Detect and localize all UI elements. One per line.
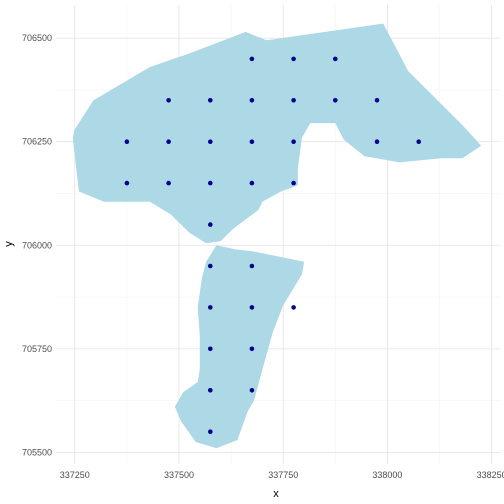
data-point (249, 263, 255, 269)
data-points (124, 56, 422, 435)
data-point (249, 305, 255, 310)
x-tick-label: 338000 (372, 470, 402, 480)
y-tick-label: 706250 (22, 137, 52, 147)
data-point (208, 388, 213, 393)
x-tick-label: 337750 (268, 470, 298, 480)
data-point (249, 139, 255, 144)
data-point (208, 98, 213, 103)
data-point (208, 222, 213, 227)
y-tick-label: 705500 (22, 447, 52, 457)
data-point (291, 305, 296, 310)
data-point (249, 98, 255, 103)
x-tick-label: 337500 (164, 470, 194, 480)
data-point (333, 56, 338, 62)
data-point (208, 305, 213, 310)
data-point (208, 429, 213, 435)
data-point (208, 263, 213, 269)
data-point (374, 98, 380, 103)
y-tick-label: 705750 (22, 344, 52, 354)
y-tick-label: 706000 (22, 240, 52, 250)
data-point (333, 98, 338, 103)
area-polygons (72, 23, 482, 449)
area-polygon-1 (72, 23, 482, 244)
data-point (124, 180, 130, 186)
data-point (166, 180, 171, 186)
data-point (208, 139, 213, 144)
data-point (291, 180, 296, 186)
x-tick-label: 337250 (60, 470, 90, 480)
x-axis-title: x (273, 488, 279, 500)
y-tick-label: 706500 (22, 33, 52, 43)
area-polygon-2 (174, 245, 305, 449)
x-tick-label: 338250 (477, 470, 504, 480)
data-point (291, 98, 296, 103)
data-point (124, 139, 130, 144)
y-axis-title: y (3, 241, 15, 247)
data-point (249, 388, 255, 393)
data-point (374, 139, 380, 144)
data-point (208, 346, 213, 352)
data-point (208, 180, 213, 186)
data-point (416, 139, 422, 144)
data-point (291, 56, 296, 62)
data-point (291, 139, 296, 144)
data-point (166, 139, 171, 144)
data-point (166, 98, 171, 103)
data-point (249, 180, 255, 186)
data-point (249, 56, 255, 62)
tick-labels: 337250 337500 337750 338000 338250 705500 7057… (22, 33, 504, 480)
data-point (249, 346, 255, 352)
